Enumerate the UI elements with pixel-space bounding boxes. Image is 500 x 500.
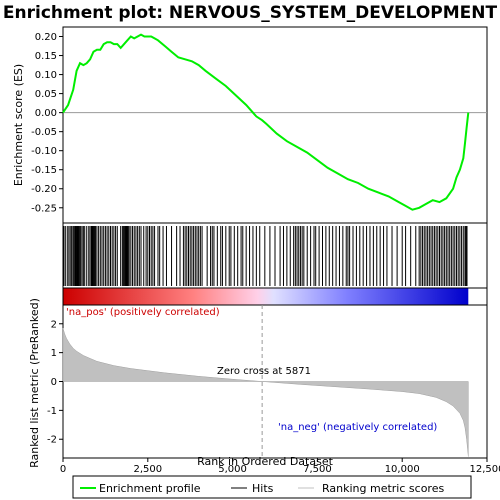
- es-ytick-label: -0.20: [31, 184, 57, 195]
- legend-enrichment-label: Enrichment profile: [99, 482, 201, 495]
- zero-cross-label: Zero cross at 5871: [217, 366, 311, 377]
- rank-colorbar-fill: [63, 288, 469, 305]
- hits-panel: [62, 222, 488, 289]
- es-ytick-label: -0.05: [31, 127, 57, 138]
- es-ylabel: Enrichment score (ES): [12, 64, 25, 186]
- metric-ytick-label: 2: [51, 319, 57, 330]
- x-tick-label: 12,500: [470, 464, 500, 475]
- metric-ytick-label: 1: [51, 348, 57, 359]
- es-ytick-label: 0.15: [35, 51, 57, 62]
- ranking-metric-area: [62, 328, 469, 457]
- legend-hits-label: Hits: [252, 482, 274, 495]
- metric-ytick-label: -1: [47, 406, 57, 417]
- x-tick-label: 5,000: [218, 464, 247, 475]
- metric-ytick-label: -2: [47, 435, 57, 446]
- x-tick-label: 2,500: [133, 464, 162, 475]
- es-panel: 0.20 0.15 0.10 0.05 0.00 -0.05 -0.10 -0.15 -0.20…: [12, 26, 488, 224]
- x-axis-label: Rank in Ordered Dataset: [197, 455, 334, 468]
- es-ytick-label: 0.00: [35, 108, 57, 119]
- es-panel-frame: [62, 26, 488, 224]
- legend: Enrichment profile Hits Ranking metric s…: [72, 475, 472, 499]
- x-tick-label: 10,000: [385, 464, 420, 475]
- es-ytick-label: -0.15: [31, 165, 57, 176]
- es-ytick-label: 0.20: [35, 32, 57, 43]
- es-ytick-label: -0.25: [31, 203, 57, 214]
- metric-panel: 2 1 0 -1 -2 'na_pos' (positively correlated)…: [28, 298, 488, 468]
- x-tick-label: 7,500: [303, 464, 332, 475]
- rank-colorbar: [62, 287, 488, 306]
- es-ytick-label: -0.10: [31, 146, 57, 157]
- negative-label: 'na_neg' (negatively correlated): [278, 422, 437, 433]
- enrichment-profile-line: [62, 33, 470, 211]
- legend-metric-label: Ranking metric scores: [322, 482, 444, 495]
- chart-title: Enrichment plot: NERVOUS_SYSTEM_DEVELOPM…: [3, 3, 498, 23]
- legend-box: [72, 475, 472, 499]
- es-ytick-label: 0.05: [35, 89, 57, 100]
- x-tick-label: 0: [60, 464, 66, 475]
- metric-ylabel: Ranked list metric (PreRanked): [28, 298, 41, 468]
- metric-ytick-label: 0: [51, 377, 57, 388]
- positive-label: 'na_pos' (positively correlated): [66, 307, 220, 318]
- es-ytick-label: 0.10: [35, 70, 57, 81]
